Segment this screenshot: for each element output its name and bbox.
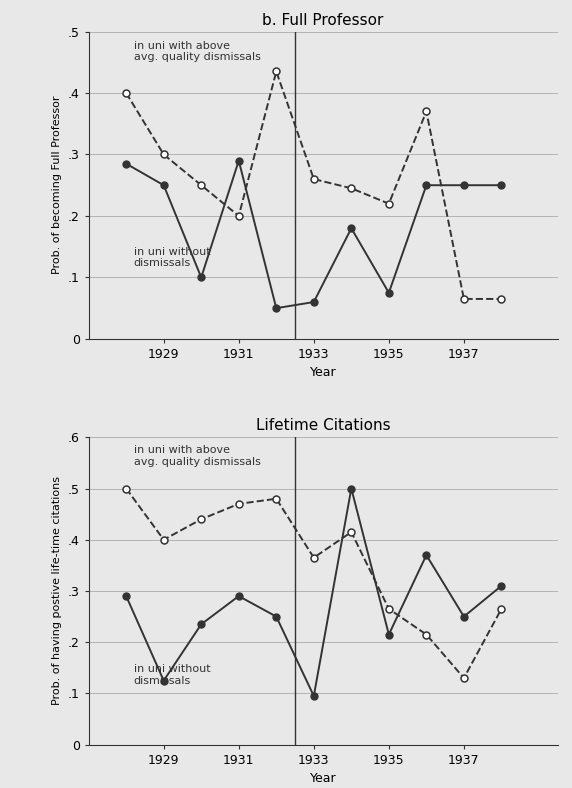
Y-axis label: Prob. of becoming Full Professor: Prob. of becoming Full Professor (52, 96, 62, 274)
Text: in uni with above
avg. quality dismissals: in uni with above avg. quality dismissal… (134, 445, 261, 466)
Title: Lifetime Citations: Lifetime Citations (256, 418, 391, 433)
Text: in uni without
dismissals: in uni without dismissals (134, 664, 210, 686)
X-axis label: Year: Year (310, 366, 336, 380)
Text: in uni without
dismissals: in uni without dismissals (134, 247, 210, 268)
Text: in uni with above
avg. quality dismissals: in uni with above avg. quality dismissal… (134, 41, 261, 62)
Y-axis label: Prob. of having postive life-time citations: Prob. of having postive life-time citati… (52, 477, 62, 705)
Title: b. Full Professor: b. Full Professor (263, 13, 384, 28)
X-axis label: Year: Year (310, 772, 336, 786)
